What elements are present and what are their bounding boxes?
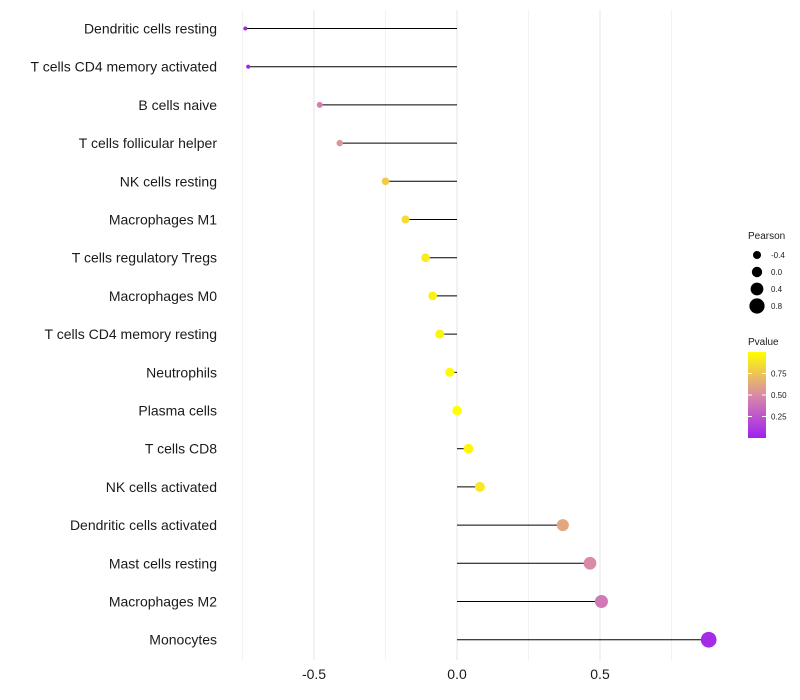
points <box>243 26 717 648</box>
point-nk-cells-activated <box>474 481 485 492</box>
grid-lines <box>242 10 672 660</box>
category-label: Dendritic cells resting <box>84 21 217 37</box>
category-label: Plasma cells <box>138 403 217 419</box>
point-dendritic-cells-activated <box>556 519 569 532</box>
category-label: T cells CD4 memory resting <box>45 326 217 342</box>
category-label: B cells naive <box>138 97 217 113</box>
point-macrophages-m0 <box>428 291 438 301</box>
category-label: T cells follicular helper <box>79 135 218 151</box>
point-t-cells-follicular-helper <box>336 139 343 147</box>
category-label: Macrophages M2 <box>109 594 217 610</box>
x-tick-labels: -0.5 0.0 0.5 <box>302 666 610 682</box>
point-nk-cells-resting <box>381 177 390 186</box>
legend: Pearson -0.4 0.0 0.4 0.8 Pvalue 0.75 0.50 0.25 <box>748 231 787 438</box>
point-macrophages-m2 <box>594 594 608 609</box>
x-tick-label: 0.5 <box>590 666 610 682</box>
point-t-cells-cd4-memory-activated <box>246 64 251 69</box>
category-label: T cells CD8 <box>145 441 217 457</box>
category-label: Dendritic cells activated <box>70 517 217 533</box>
category-label: Macrophages M1 <box>109 212 217 228</box>
point-dendritic-cells-resting <box>243 26 248 31</box>
point-macrophages-m1 <box>401 215 410 224</box>
point-plasma-cells <box>452 405 462 416</box>
category-label: Macrophages M0 <box>109 288 217 304</box>
category-label: Monocytes <box>149 632 217 648</box>
category-label: Mast cells resting <box>109 555 217 571</box>
point-mast-cells-resting <box>583 556 597 570</box>
x-tick-label: 0.0 <box>447 666 467 682</box>
size-legend-dot <box>750 282 764 296</box>
size-legend-title: Pearson <box>748 231 785 242</box>
size-legend-label: 0.8 <box>771 302 783 311</box>
size-legend-label: 0.0 <box>771 268 783 277</box>
category-label: T cells CD4 memory activated <box>31 59 217 75</box>
stems <box>245 28 709 641</box>
point-b-cells-naive <box>316 101 323 108</box>
size-legend-dot <box>751 266 763 278</box>
category-label: NK cells resting <box>120 173 217 189</box>
point-t-cells-regulatory-tregs <box>421 253 430 263</box>
category-label: T cells regulatory Tregs <box>72 250 217 266</box>
color-legend-label: 0.75 <box>771 370 787 379</box>
point-monocytes <box>700 631 717 648</box>
color-legend-label: 0.50 <box>771 391 787 400</box>
size-legend-dot <box>749 298 765 314</box>
point-t-cells-cd8 <box>463 443 474 454</box>
color-legend-title: Pvalue <box>748 337 779 348</box>
point-neutrophils <box>445 367 455 377</box>
point-t-cells-cd4-memory-resting <box>435 329 445 339</box>
color-legend-label: 0.25 <box>771 413 787 422</box>
pvalue-colorbar <box>748 352 766 438</box>
size-legend-label: -0.4 <box>771 251 785 260</box>
x-tick-label: -0.5 <box>302 666 326 682</box>
size-legend-label: 0.4 <box>771 285 783 294</box>
category-label: Neutrophils <box>146 364 217 380</box>
category-labels: Dendritic cells resting T cells CD4 memor… <box>31 21 218 648</box>
size-legend-dot <box>753 251 761 259</box>
category-label: NK cells activated <box>106 479 217 495</box>
